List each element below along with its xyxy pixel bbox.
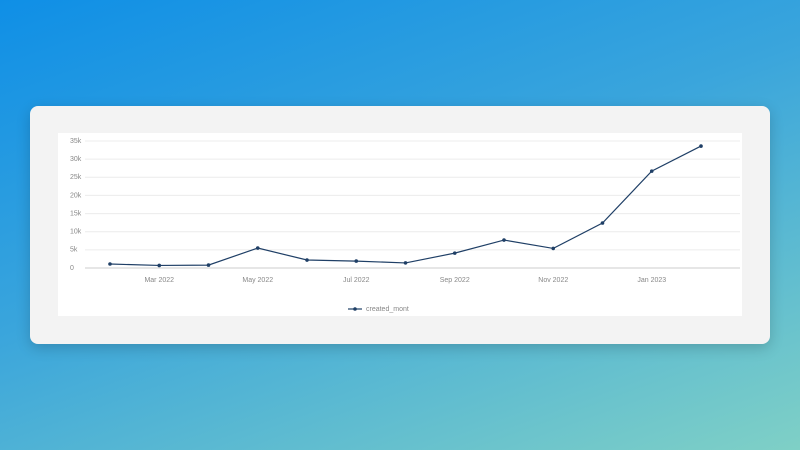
x-tick-label: Jan 2023: [637, 277, 666, 284]
chart: 0 5k 10k 15k 20k 25k 30k 35k Mar 2022 May 2022 Jul…: [70, 138, 740, 313]
point: [649, 169, 654, 173]
point: [206, 263, 211, 267]
y-tick-label: 10k: [70, 229, 82, 236]
chart-panel: 0 5k 10k 15k 20k 25k 30k 35k Mar 2022 May 2022 Jul…: [58, 133, 742, 316]
point: [600, 221, 605, 225]
y-tick-label: 20k: [70, 192, 82, 199]
y-tick-label: 25k: [70, 174, 82, 181]
y-tick-label: 30k: [70, 156, 82, 163]
point: [354, 259, 359, 263]
point: [305, 258, 309, 262]
x-tick-label: Jul 2022: [343, 277, 370, 284]
y-tick-label: 15k: [70, 210, 82, 217]
point: [452, 251, 457, 255]
line: [109, 145, 702, 267]
legend-marker: [353, 307, 357, 311]
point: [551, 246, 556, 251]
x-tick-label: Nov 2022: [538, 277, 568, 284]
point: [502, 238, 506, 242]
legend-label: created_mont: [366, 306, 409, 313]
point: [699, 144, 703, 148]
x-tick-label: May 2022: [242, 277, 273, 284]
x-tick-label: Sep 2022: [440, 277, 470, 284]
point: [403, 261, 408, 265]
point: [157, 263, 162, 268]
x-tick-label: Mar 2022: [144, 277, 174, 284]
point: [108, 262, 112, 266]
card: 0 5k 10k 15k 20k 25k 30k 35k Mar 2022 May 2022 Jul…: [30, 106, 770, 344]
point: [255, 246, 260, 250]
y-tick-label: 0: [70, 265, 74, 272]
y-tick-label: 5k: [70, 247, 78, 254]
y-tick-label: 35k: [70, 138, 82, 145]
